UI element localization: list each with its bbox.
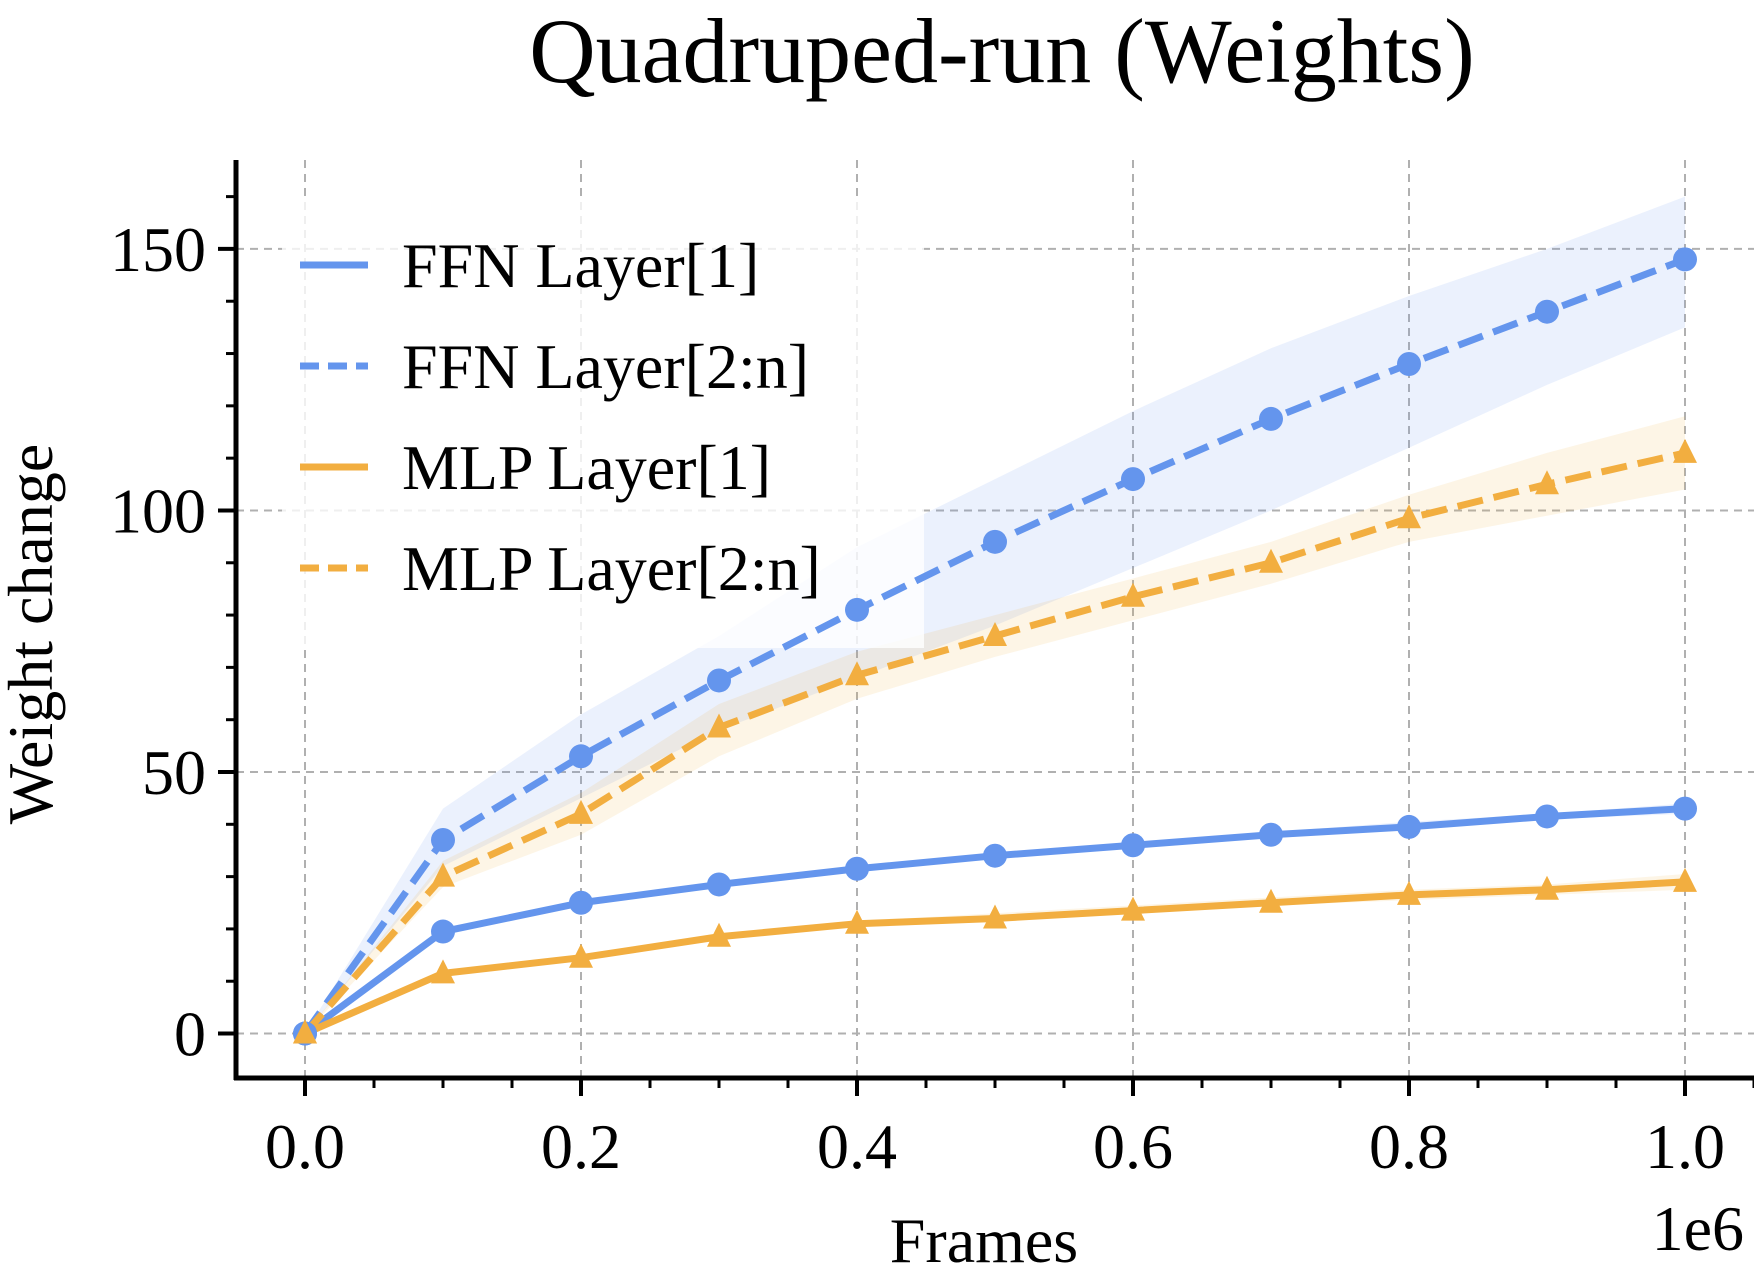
band-mlp-layer-1 (305, 874, 1685, 1034)
data-point (1121, 833, 1145, 858)
legend-label-3: MLP Layer[1] (402, 432, 771, 503)
data-point (431, 959, 455, 984)
data-point (569, 943, 593, 968)
data-point (707, 872, 731, 897)
data-point (983, 904, 1007, 929)
legend-label-4: MLP Layer[2:n] (402, 533, 821, 604)
data-point (983, 622, 1007, 646)
x-tick-label: 1.0 (1645, 1111, 1725, 1182)
x-tick-label: 0.0 (265, 1111, 345, 1182)
data-point (1535, 470, 1559, 495)
data-point (293, 1019, 317, 1044)
data-point (1397, 814, 1421, 839)
data-point (1397, 504, 1421, 529)
y-tick-label: 100 (110, 475, 206, 546)
data-point (1673, 247, 1697, 272)
y-axis-label: Weight change (0, 444, 66, 824)
legend-label-2: FFN Layer[2:n] (402, 331, 809, 402)
x-offset-text: 1e6 (1652, 1193, 1744, 1264)
y-tick-label: 50 (142, 737, 206, 808)
x-tick-label: 0.2 (541, 1111, 621, 1182)
legend-label-1: FFN Layer[1] (402, 230, 759, 301)
y-tick-label: 0 (174, 999, 206, 1070)
data-point (845, 661, 869, 686)
data-point (1535, 875, 1559, 900)
data-point (1121, 582, 1145, 607)
data-point (1673, 796, 1697, 821)
legend: FFN Layer[1] FFN Layer[2:n] MLP Layer[1] ML… (282, 198, 924, 648)
data-point (845, 597, 869, 622)
y-tick-label: 150 (110, 214, 206, 285)
data-point (845, 909, 869, 934)
x-tick-label: 0.4 (817, 1111, 897, 1182)
data-point (707, 922, 731, 947)
band-ffn-layer-2-n (305, 196, 1685, 1034)
axes: 0.0 0.2 0.4 0.6 0.8 1.0 0 50 100 150 (110, 160, 1754, 1182)
data-point (1673, 867, 1697, 892)
data-point (1121, 467, 1145, 492)
chart-title: Quadruped-run (Weights) (529, 0, 1475, 102)
data-point (431, 919, 455, 944)
data-point (1259, 406, 1283, 431)
data-point (1259, 888, 1283, 913)
data-point (569, 890, 593, 915)
data-point (569, 799, 593, 824)
data-point (1397, 880, 1421, 905)
data-point (1397, 352, 1421, 376)
data-point (1535, 804, 1559, 829)
data-point (1535, 299, 1559, 324)
data-point (707, 668, 731, 693)
x-tick-label: 0.8 (1369, 1111, 1449, 1182)
data-point (707, 713, 731, 738)
data-point (1259, 548, 1283, 573)
data-point (569, 744, 593, 769)
data-point (1259, 822, 1283, 847)
data-point (983, 843, 1007, 868)
x-axis-label: Frames (890, 1205, 1078, 1271)
data-point (1673, 438, 1697, 463)
series-markers (293, 247, 1697, 1046)
data-point (431, 828, 455, 852)
data-point (983, 529, 1007, 554)
data-point (431, 862, 455, 887)
data-point (845, 856, 869, 881)
x-tick-label: 0.6 (1093, 1111, 1173, 1182)
legend-frame (282, 198, 924, 648)
data-point (1121, 896, 1145, 921)
